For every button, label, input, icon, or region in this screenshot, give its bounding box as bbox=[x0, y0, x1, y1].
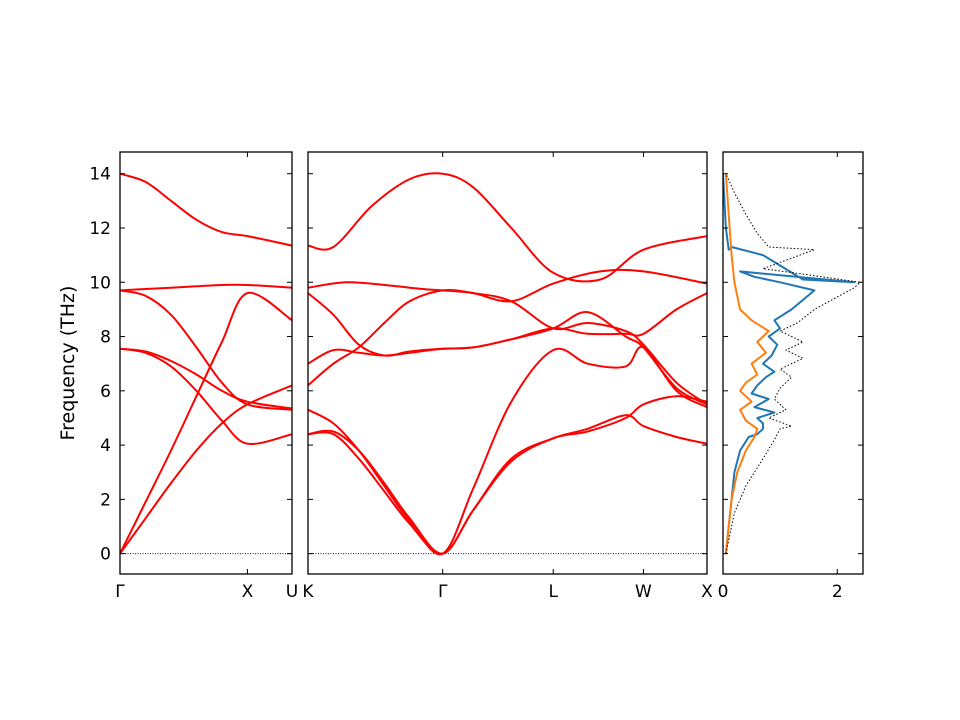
x-tick-label: 2 bbox=[832, 582, 843, 602]
y-tick-label: 14 bbox=[89, 165, 111, 185]
phonon-band-4 bbox=[308, 311, 707, 406]
phonon-band-7 bbox=[308, 414, 707, 555]
x-tick-label: U bbox=[286, 582, 298, 602]
x-tick-label: X bbox=[701, 582, 713, 602]
y-tick-label: 12 bbox=[89, 219, 111, 239]
phonon-band-3 bbox=[120, 347, 292, 410]
y-axis-label: Frequency (THz) bbox=[57, 286, 79, 441]
x-tick-label: W bbox=[635, 582, 652, 602]
x-tick-label: K bbox=[302, 582, 314, 602]
y-tick-label: 4 bbox=[100, 436, 111, 456]
panel-frame bbox=[722, 151, 864, 575]
phonon-band-3 bbox=[308, 288, 707, 406]
y-tick-label: 2 bbox=[100, 490, 111, 510]
x-tick-label: Γ bbox=[115, 582, 125, 602]
panel-frame bbox=[119, 151, 293, 575]
panel-frame bbox=[307, 151, 708, 575]
phonon-band-0 bbox=[120, 172, 292, 247]
phonon-band-4 bbox=[120, 347, 292, 446]
phonon-band-5 bbox=[120, 292, 292, 555]
x-tick-label: L bbox=[549, 582, 559, 602]
band-panel-gamma-x-u: 0 2 4 6 8 10 12 14 Γ X U Frequency (THz) bbox=[57, 151, 298, 602]
y-tick-label: 8 bbox=[100, 328, 111, 348]
y-tick-label: 0 bbox=[100, 545, 111, 565]
x-tick-label: Γ bbox=[438, 582, 448, 602]
y-tick-label: 10 bbox=[89, 273, 111, 293]
x-tick-label: X bbox=[242, 582, 254, 602]
phonon-band-6 bbox=[120, 384, 292, 555]
dos-curve-1 bbox=[724, 173, 770, 554]
y-tick-label: 6 bbox=[100, 382, 111, 402]
x-tick-label: 0 bbox=[718, 582, 729, 602]
phonon-band-1 bbox=[120, 283, 292, 292]
